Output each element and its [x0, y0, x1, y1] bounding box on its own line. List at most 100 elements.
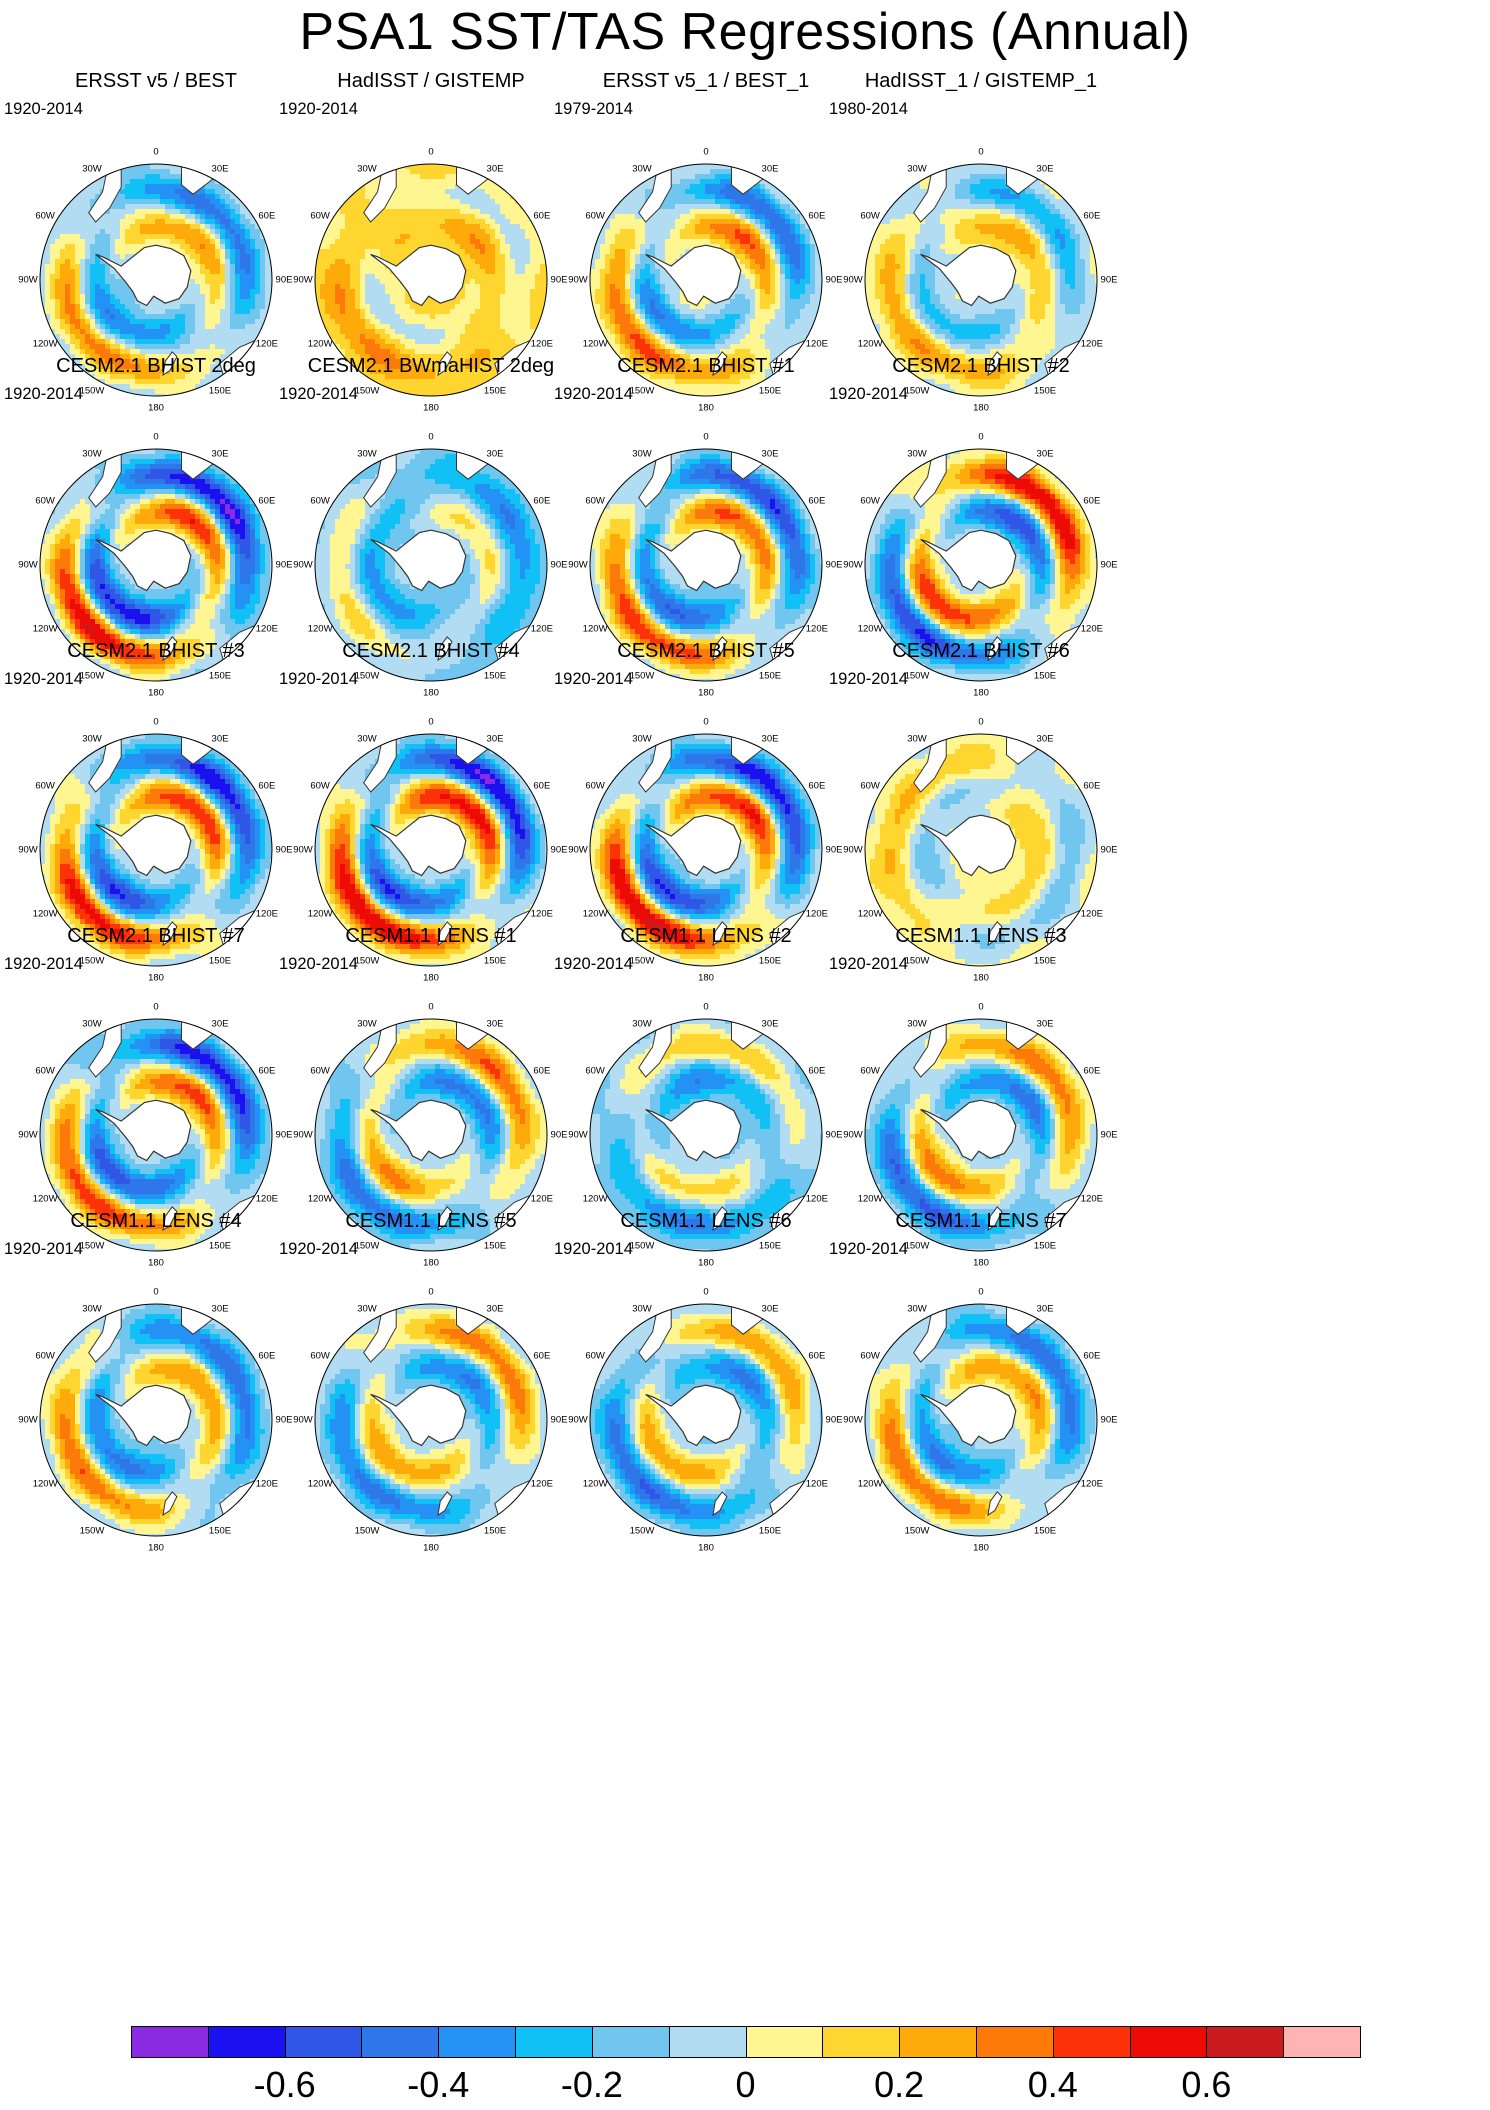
longitude-label: 120E	[531, 624, 553, 635]
longitude-label: 150W	[630, 1525, 655, 1536]
south-america-outline	[638, 1019, 672, 1078]
longitude-label: 90E	[276, 845, 293, 856]
longitude-label: 120W	[858, 339, 883, 350]
map-panel: CESM1.1 LENS #6 1920-2014 0 30E 60E 90E 120E 15…	[550, 1210, 862, 1594]
polar-map	[39, 448, 273, 682]
antarctica-outline	[645, 529, 742, 592]
longitude-label: 150W	[80, 670, 105, 681]
south-america-outline	[88, 164, 122, 223]
antarctica-outline	[95, 1384, 192, 1447]
panel-period: 1920-2014	[829, 385, 908, 404]
polar-map	[39, 1018, 273, 1252]
longitude-label: 90E	[276, 275, 293, 286]
longitude-label: 90W	[293, 845, 313, 856]
longitude-label: 120W	[308, 1194, 333, 1205]
longitude-label: 150W	[905, 1525, 930, 1536]
antarctica-outline	[95, 814, 192, 877]
longitude-label: 150W	[905, 670, 930, 681]
longitude-label: 150E	[484, 955, 506, 966]
longitude-label: 90W	[293, 1130, 313, 1141]
polar-map	[589, 733, 823, 967]
longitude-label: 60W	[35, 1066, 55, 1077]
longitude-label: 180	[698, 973, 714, 984]
longitude-label: 30W	[907, 164, 927, 175]
longitude-label: 180	[423, 688, 439, 699]
longitude-label: 0	[153, 432, 158, 443]
longitude-label: 0	[153, 1287, 158, 1298]
new-zealand-outline	[987, 636, 1003, 662]
longitude-label: 120W	[583, 624, 608, 635]
longitude-label: 30E	[212, 1019, 229, 1030]
longitude-label: 90E	[826, 1415, 843, 1426]
map-panel: CESM1.1 LENS #1 1920-2014 0 30E 60E 90E 120E 15…	[275, 925, 587, 1309]
colorbar-swatch	[1052, 2026, 1131, 2058]
longitude-label: 30W	[82, 734, 102, 745]
longitude-label: 150W	[905, 385, 930, 396]
map-boundary	[864, 1303, 1098, 1537]
longitude-label: 120W	[33, 339, 58, 350]
map-panel: ERSST v5 / BEST 1920-2014 0 30E 60E 90E 120E 15…	[0, 70, 312, 454]
panel-title: CESM1.1 LENS #3	[825, 925, 1137, 948]
colorbar-swatch	[1129, 2026, 1207, 2058]
map-panel: CESM2.1 BHIST #4 1920-2014 0 30E 60E 90E 120E 1…	[275, 640, 587, 1024]
longitude-label: 150W	[355, 1525, 380, 1536]
colorbar-swatch	[438, 2026, 516, 2058]
longitude-label: 150W	[80, 1525, 105, 1536]
panel-title: CESM1.1 LENS #7	[825, 1210, 1137, 1233]
new-zealand-outline	[712, 1491, 728, 1517]
map-panel: CESM2.1 BHIST #2 1920-2014 0 30E 60E 90E 120E 1…	[825, 355, 1137, 739]
colorbar-tick-label: 0.6	[1181, 2064, 1231, 2106]
longitude-label: 180	[973, 403, 989, 414]
map-boundary	[589, 448, 823, 682]
longitude-label: 30W	[82, 1019, 102, 1030]
longitude-label: 90W	[568, 560, 588, 571]
panel-period: 1920-2014	[554, 955, 633, 974]
longitude-label: 60W	[310, 496, 330, 507]
longitude-label: 30W	[907, 1304, 927, 1315]
longitude-label: 120E	[256, 1194, 278, 1205]
longitude-label: 120W	[33, 1194, 58, 1205]
longitude-label: 90W	[18, 1415, 38, 1426]
longitude-label: 120W	[583, 1479, 608, 1490]
antarctica-outline	[920, 1099, 1017, 1162]
colorbar-tick-label: -0.6	[254, 2064, 316, 2106]
longitude-label: 60W	[585, 781, 605, 792]
longitude-label: 60W	[585, 211, 605, 222]
longitude-label: 90W	[568, 275, 588, 286]
longitude-label: 150W	[630, 1240, 655, 1251]
longitude-label: 30E	[487, 449, 504, 460]
new-zealand-outline	[987, 921, 1003, 947]
polar-map	[314, 448, 548, 682]
longitude-label: 30E	[212, 1304, 229, 1315]
map-boundary	[39, 733, 273, 967]
antarctica-outline	[370, 529, 467, 592]
longitude-label: 90E	[826, 560, 843, 571]
polar-map	[39, 163, 273, 397]
south-america-outline	[88, 734, 122, 793]
longitude-label: 150E	[759, 955, 781, 966]
map-boundary	[39, 1303, 273, 1537]
panel-title: CESM2.1 BHIST 2deg	[0, 355, 312, 378]
longitude-label: 30E	[1037, 734, 1054, 745]
colorbar-swatch	[745, 2026, 823, 2058]
colorbar-tick-label: 0.2	[874, 2064, 924, 2106]
new-zealand-outline	[437, 1491, 453, 1517]
longitude-label: 150E	[209, 670, 231, 681]
longitude-label: 60E	[808, 496, 825, 507]
panel-period: 1920-2014	[279, 670, 358, 689]
longitude-label: 30W	[632, 449, 652, 460]
map-panel: CESM2.1 BHIST #1 1920-2014 0 30E 60E 90E 120E 1…	[550, 355, 862, 739]
south-america-outline	[88, 1304, 122, 1363]
longitude-label: 30W	[632, 1304, 652, 1315]
longitude-label: 30E	[487, 734, 504, 745]
new-zealand-outline	[987, 351, 1003, 377]
colorbar-tick-label: -0.2	[561, 2064, 623, 2106]
longitude-label: 30W	[357, 1304, 377, 1315]
longitude-label: 0	[978, 717, 983, 728]
south-america-outline	[363, 449, 397, 508]
longitude-label: 90E	[276, 1415, 293, 1426]
longitude-label: 120E	[1081, 1479, 1103, 1490]
longitude-label: 60E	[533, 781, 550, 792]
longitude-label: 30W	[632, 164, 652, 175]
longitude-label: 180	[698, 1258, 714, 1269]
